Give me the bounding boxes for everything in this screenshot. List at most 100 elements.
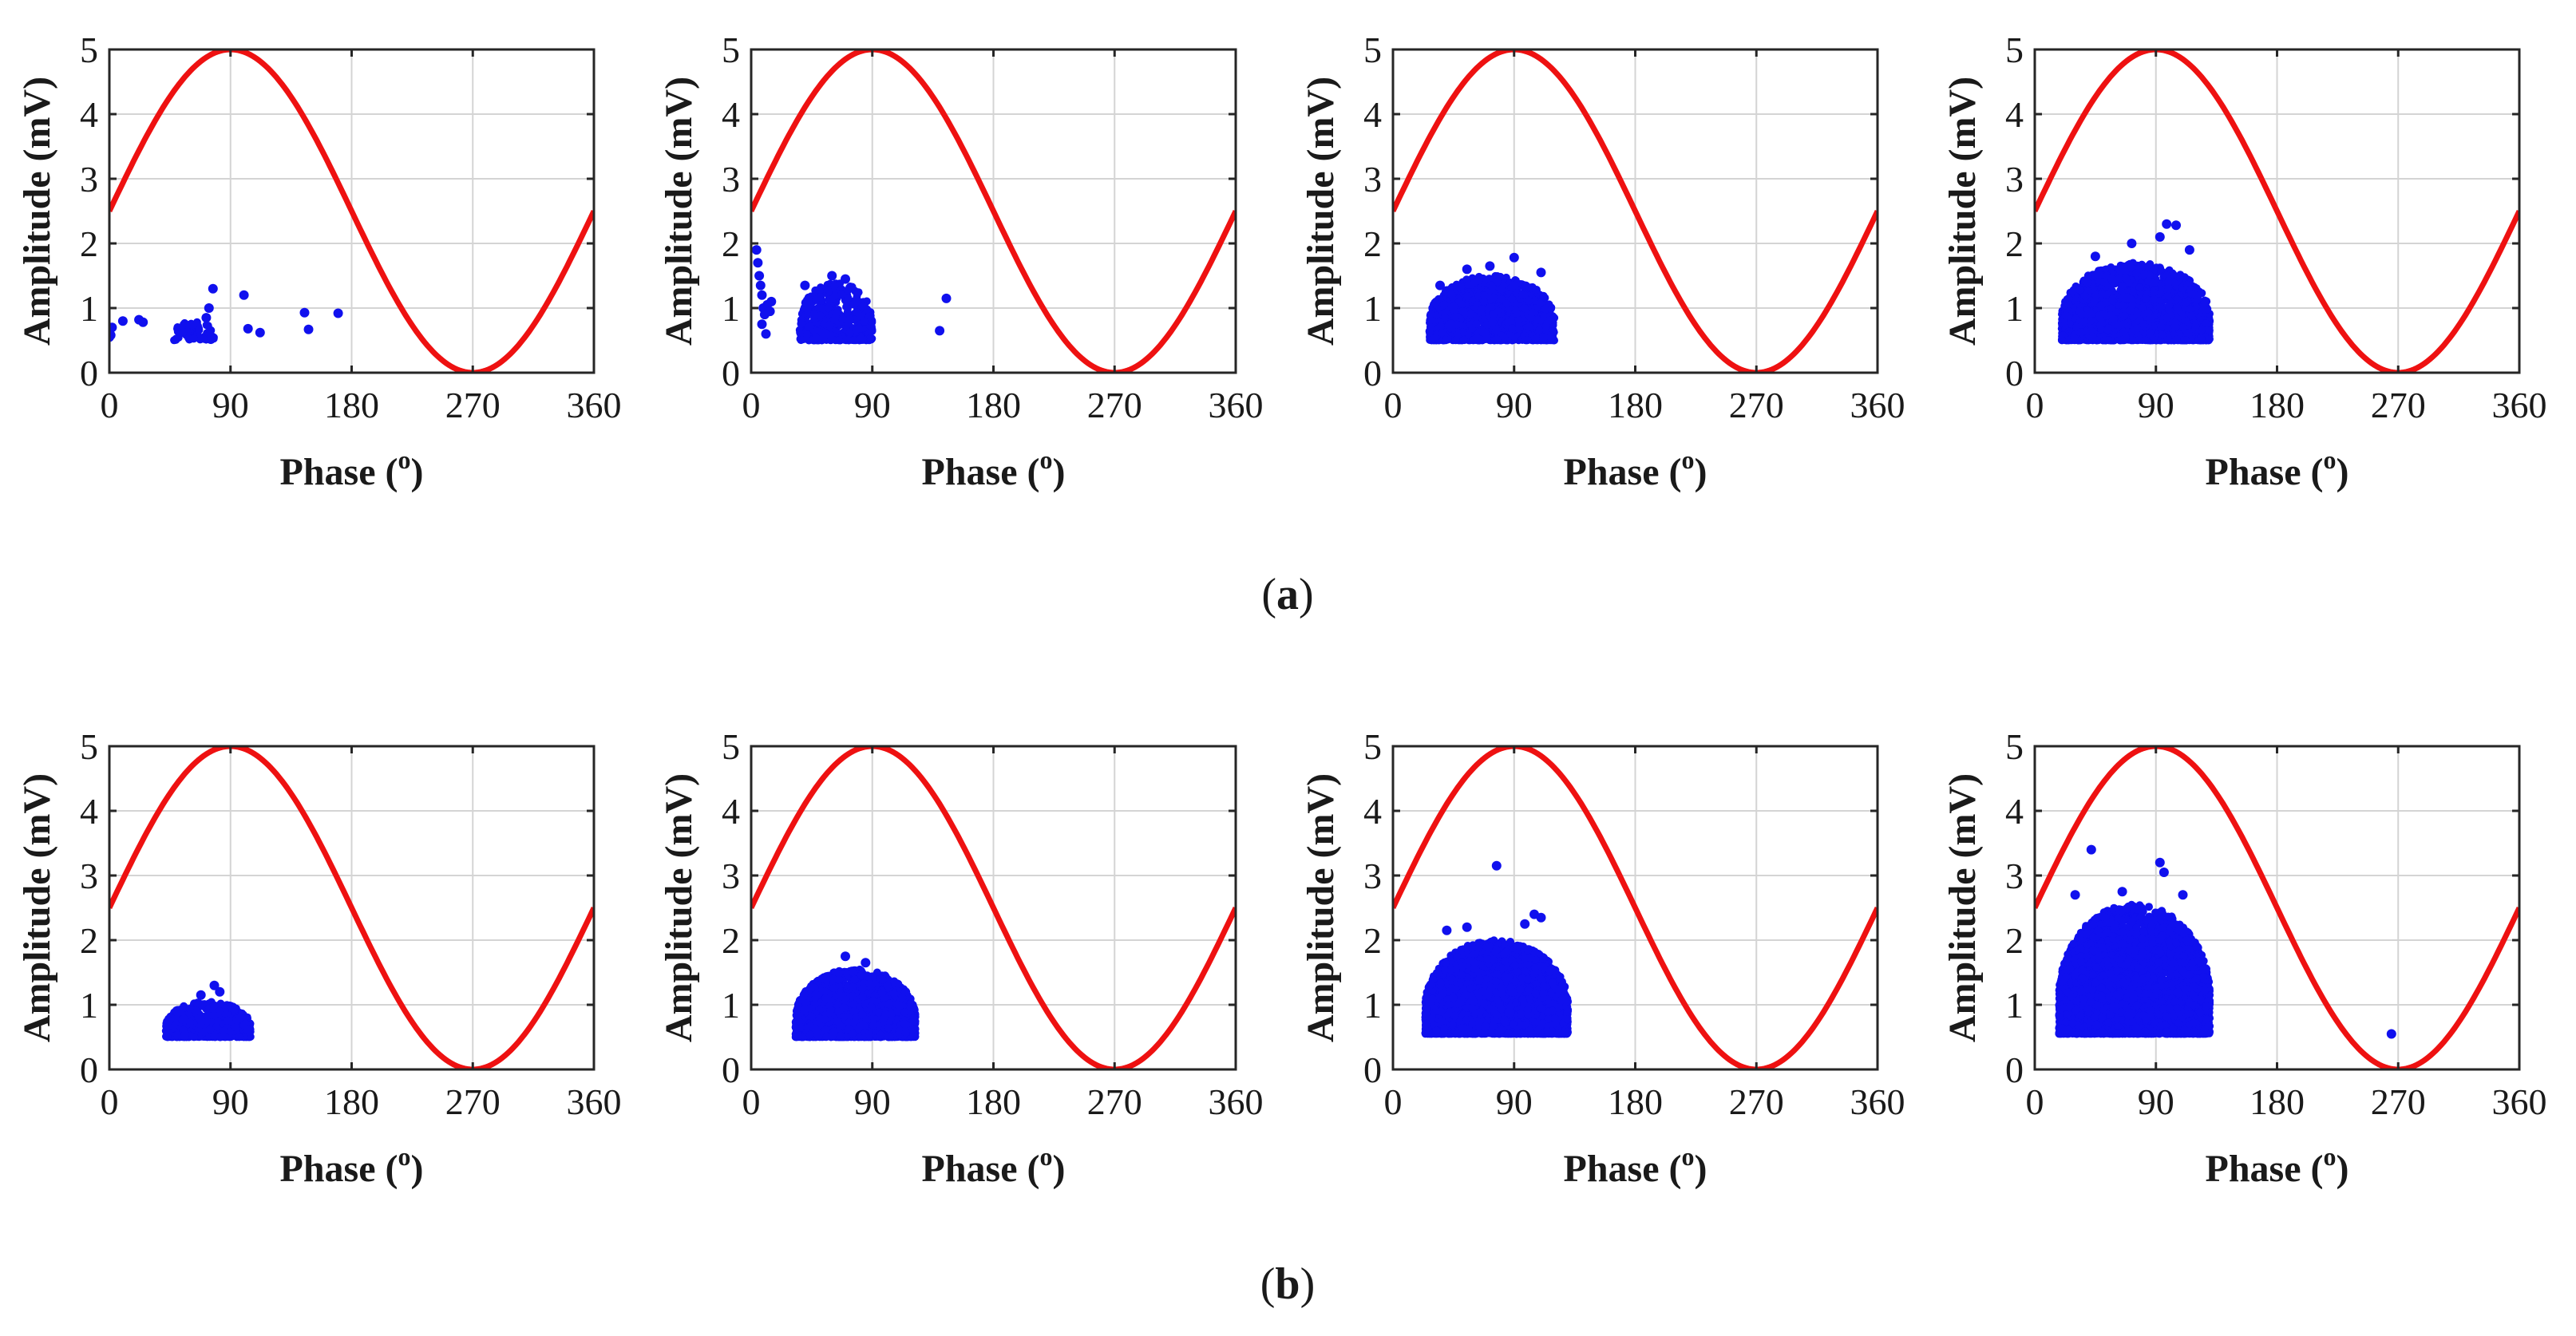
panel-a-4-point [2180,273,2189,282]
panel-a-1-point [138,317,148,327]
panel-a-4-point [2197,334,2206,342]
panel-a-3-point [1482,321,1491,329]
panel-a-4-point [2103,326,2112,334]
panel-a-4-point [2155,231,2165,242]
panel-b-1-sine-curve [109,746,594,1069]
panel-a-1-point [303,324,314,334]
panel-a-4-sine-curve [2035,49,2519,373]
panel-a-4-point [2181,298,2190,307]
panel-a-1-point [299,307,310,318]
panel-a-3-point [1545,316,1553,325]
panel-a-1-ytick-label-0: 0 [80,353,98,393]
panel-a-4-ytick-label-5: 5 [2005,30,2024,70]
panel-a-4-point [2098,290,2107,298]
panel-a-3-point [1474,276,1483,285]
panel-b-1-point [235,1014,244,1022]
panel-a-3-point [1454,298,1463,306]
panel-a-4-point [2165,302,2174,310]
panel-a-2-points [751,245,952,345]
panel-a-3-point [1473,334,1482,342]
panel-b-1-ytick-label-4: 4 [80,791,98,832]
panel-a-2-point [838,315,847,323]
panel-a-3-point [1489,293,1498,302]
panel-b-1-point [239,1021,248,1030]
panel-a-2-xlabel-close: ) [1053,451,1066,493]
panel-a-2-ytick-label-5: 5 [722,30,740,70]
panel-a-2-point [851,298,860,307]
panel-a-3-point [1459,335,1468,344]
panel-a-3-point [1437,322,1446,330]
panel-a-4-point [2069,286,2078,294]
panel-a-3-point [1494,307,1502,316]
panel-a-3-point [1528,308,1537,317]
panel-b-1-xtick-label-90: 90 [212,1081,249,1122]
panel-a-3-point [1458,328,1467,337]
panel-a-4-point [2095,271,2103,279]
panel-a-1-ytick-label-4: 4 [80,94,98,135]
panel-a-3-point [1435,280,1445,291]
panel-a-4-point [2108,296,2117,305]
panel-a-3-point [1447,290,1456,298]
panel-a-1-point [243,323,253,334]
panel-a-4-point [2150,295,2159,304]
panel-a-2-point [830,291,839,300]
panel-a-1-point [201,313,212,323]
panel-a-1-sine-curve [109,49,594,373]
panel-a-3-point [1535,326,1544,334]
panel-a-3-point [1525,322,1533,331]
panel-a-4-point [2159,330,2166,339]
panel-b-1-point [230,1005,239,1014]
panel-a-4-point [2077,328,2086,337]
panel-a-3-point [1514,316,1523,325]
panel-b-1-ytick-label-3: 3 [80,856,98,896]
panel-b-1-point [200,1028,208,1036]
panel-a-1-point [206,326,215,335]
panel-a-3-point [1454,283,1463,291]
panel-a-2-point [860,317,869,326]
panel-a-4-point [2162,314,2171,322]
panel-b-1-xtick-label-270: 270 [445,1081,501,1122]
panel-a-4-point [2097,302,2105,310]
panel-a-3-point [1523,336,1532,345]
panel-a-4-point [2197,326,2206,334]
panel-a-4-ytick-label-4: 4 [2005,94,2024,135]
panel-a-2-sine-curve [751,49,1236,373]
panel-a-3-point [1525,296,1533,305]
panel-a-2-point [812,287,821,294]
panel-b-1-xlabel: Phase (o) [280,1142,424,1190]
panel-a-3-point [1485,261,1495,271]
panel-a-1-point [109,322,117,333]
panel-a-1-xtick-label-360: 360 [567,385,622,425]
panel-a-1-point [189,334,198,343]
panel-a-4-point [2164,278,2173,287]
panel-a-1-point [109,330,116,340]
panel-a-2-point [753,258,763,268]
panel-a-3-point [1511,306,1520,314]
panel-a-1-point [333,308,343,318]
panel-a-3-xlabel-close: ) [1695,451,1707,493]
panel-b-1-point [190,1033,198,1042]
panel-a-4-point [2187,311,2196,320]
panel-a-1-xtick-label-0: 0 [101,385,119,425]
panel-a-2-point [845,314,854,323]
panel-a-1-points [109,283,343,345]
panel-a-2-point [844,294,853,302]
panel-a-3-point [1498,295,1506,303]
panel-a-2-point [825,321,834,330]
panel-a-2-point [935,326,945,336]
panel-a-4-point [2156,297,2165,306]
panel-a-4-point [2119,301,2127,310]
panel-a-1-point [117,316,128,326]
panel-b-1-point [185,1004,194,1013]
panel-a-3-point [1509,252,1519,263]
panel-a-3-point [1446,319,1455,328]
panel-a-1-ytick-label-2: 2 [80,223,98,264]
panel-a-4-point [2132,324,2141,333]
panel-a-3-point [1536,267,1546,278]
panel-a-4-point [2098,319,2106,328]
panel-b-1-point [210,1002,219,1010]
panel-a-3-ytick-label-0: 0 [1363,353,1382,393]
panel-a-3-point [1474,291,1483,300]
panel-a-3-xlabel-sup: o [1682,445,1695,474]
